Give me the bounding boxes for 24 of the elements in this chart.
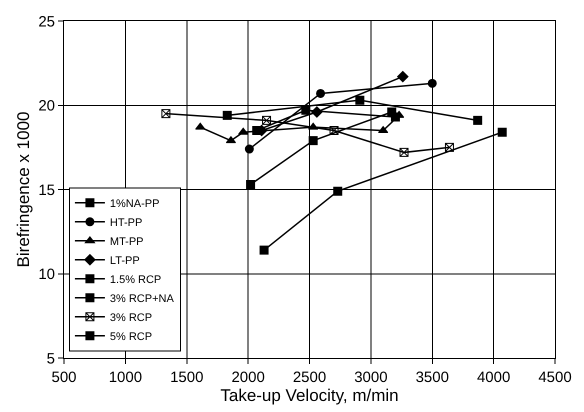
- y-tick-label: 15: [38, 182, 55, 199]
- legend-label: 1%NA-PP: [110, 198, 160, 210]
- legend-label: 1.5% RCP: [110, 274, 162, 286]
- y-axis-title: Birefringence x 1000: [14, 112, 33, 268]
- x-axis-title: Take-up Velocity, m/min: [220, 386, 399, 405]
- x-tick-label: 3000: [354, 369, 388, 386]
- legend-label: 5% RCP: [110, 331, 152, 344]
- x-tick-label: 1000: [108, 369, 142, 386]
- y-tick-label: 20: [38, 98, 55, 114]
- x-tick-label: 500: [51, 369, 77, 386]
- x-tick-label: 2000: [231, 369, 265, 386]
- y-tick-label: 10: [38, 266, 55, 283]
- x-tick-label: 4500: [538, 369, 572, 386]
- legend-label: LT-PP: [110, 255, 140, 268]
- y-tick-label: 5: [46, 350, 55, 368]
- legend-label: MT-PP: [110, 236, 144, 248]
- x-tick-label: 4000: [476, 369, 510, 386]
- x-tick-label: 1500: [170, 369, 204, 386]
- legend-label: 3% RCP+NA: [110, 293, 174, 306]
- legend-label: HT-PP: [110, 217, 142, 230]
- y-tick-label: 25: [38, 13, 55, 30]
- x-tick-label: 2500: [292, 369, 326, 386]
- x-tick-label: 3500: [416, 369, 449, 386]
- legend-label: 3% RCP: [110, 312, 152, 324]
